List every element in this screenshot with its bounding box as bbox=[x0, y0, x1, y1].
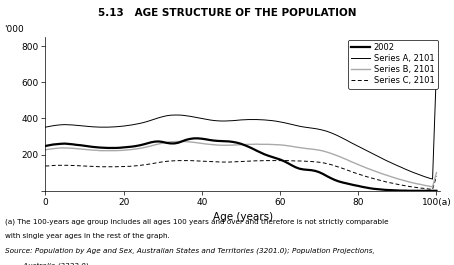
2002 bbox=[43, 144, 48, 148]
Series B, 2101 bbox=[430, 185, 435, 188]
X-axis label: Age (years): Age (years) bbox=[213, 212, 273, 222]
2002 bbox=[406, 189, 412, 192]
Series B, 2101 bbox=[340, 156, 345, 160]
Series C, 2101 bbox=[321, 161, 326, 164]
Text: with single year ages in the rest of the graph.: with single year ages in the rest of the… bbox=[5, 233, 169, 239]
Line: Series A, 2101: Series A, 2101 bbox=[45, 68, 436, 179]
Series A, 2101 bbox=[70, 123, 75, 127]
Series C, 2101 bbox=[434, 175, 439, 178]
Series A, 2101 bbox=[336, 135, 341, 138]
Series A, 2101 bbox=[222, 120, 228, 123]
Series B, 2101 bbox=[321, 149, 326, 153]
Series C, 2101 bbox=[70, 164, 75, 167]
Series C, 2101 bbox=[340, 167, 345, 170]
Line: Series B, 2101: Series B, 2101 bbox=[45, 142, 436, 187]
2002 bbox=[321, 173, 326, 176]
2002 bbox=[70, 143, 75, 146]
Series A, 2101 bbox=[140, 121, 146, 124]
Line: 2002: 2002 bbox=[45, 138, 436, 191]
Series A, 2101 bbox=[316, 128, 322, 131]
Series C, 2101 bbox=[227, 161, 232, 164]
Series C, 2101 bbox=[140, 163, 146, 166]
Text: '000: '000 bbox=[5, 25, 25, 34]
2002 bbox=[227, 140, 232, 143]
Series B, 2101 bbox=[227, 144, 232, 147]
Series A, 2101 bbox=[43, 126, 48, 129]
Text: 5.13   AGE STRUCTURE OF THE POPULATION: 5.13 AGE STRUCTURE OF THE POPULATION bbox=[98, 8, 356, 18]
Line: Series C, 2101: Series C, 2101 bbox=[45, 161, 436, 189]
Series B, 2101 bbox=[43, 148, 48, 151]
2002 bbox=[191, 137, 197, 140]
Text: (a) The 100-years age group includes all ages 100 years and over and therefore i: (a) The 100-years age group includes all… bbox=[5, 219, 388, 225]
Text: Source: Population by Age and Sex, Australian States and Territories (3201.0); P: Source: Population by Age and Sex, Austr… bbox=[5, 248, 374, 254]
Series A, 2101 bbox=[277, 120, 283, 123]
Series B, 2101 bbox=[70, 147, 75, 150]
Series C, 2101 bbox=[281, 159, 286, 162]
Legend: 2002, Series A, 2101, Series B, 2101, Series C, 2101: 2002, Series A, 2101, Series B, 2101, Se… bbox=[348, 39, 438, 89]
Series B, 2101 bbox=[176, 140, 181, 143]
Series C, 2101 bbox=[430, 188, 435, 191]
Series A, 2101 bbox=[434, 66, 439, 69]
Series A, 2101 bbox=[430, 178, 435, 181]
Series B, 2101 bbox=[140, 146, 146, 149]
Series B, 2101 bbox=[281, 144, 286, 147]
2002 bbox=[140, 143, 146, 146]
2002 bbox=[434, 189, 439, 192]
Series B, 2101 bbox=[434, 171, 439, 174]
Text: Australia (3222.0).: Australia (3222.0). bbox=[5, 262, 90, 265]
2002 bbox=[281, 160, 286, 163]
2002 bbox=[340, 181, 345, 184]
Series C, 2101 bbox=[176, 159, 181, 162]
Series C, 2101 bbox=[43, 165, 48, 168]
